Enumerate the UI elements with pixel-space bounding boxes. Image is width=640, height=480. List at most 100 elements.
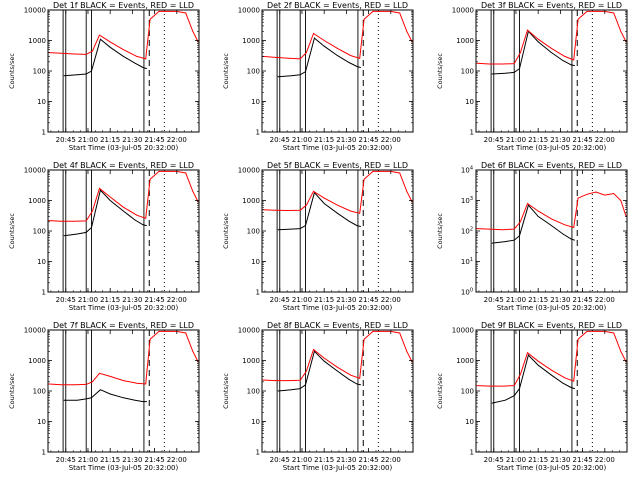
- data-point: [520, 221, 521, 223]
- x-axis-label: Start Time (03-Jul-05 20:32:00): [283, 304, 393, 312]
- data-point: [305, 225, 306, 227]
- data-point: [277, 390, 279, 392]
- data-point: [620, 350, 622, 352]
- y-tick-label: 1: [256, 289, 260, 297]
- x-tick-label: 21:45: [572, 456, 592, 464]
- data-point: [564, 377, 566, 379]
- chart-title: Det 4f BLACK = Events, RED = LLD: [53, 161, 194, 170]
- data-point: [123, 210, 124, 212]
- data-point: [109, 46, 111, 48]
- chart-title: Det 2f BLACK = Events, RED = LLD: [267, 1, 408, 10]
- x-tick-label: 21:30: [336, 136, 356, 144]
- data-point: [262, 379, 264, 381]
- data-point: [145, 383, 147, 385]
- data-point: [519, 68, 520, 69]
- series-line-events: [491, 30, 575, 75]
- y-tick-label: 10: [465, 418, 474, 426]
- data-point: [313, 349, 314, 350]
- data-point: [551, 374, 552, 376]
- data-point: [570, 387, 572, 388]
- chart-title: Det 8f BLACK = Events, RED = LLD: [267, 321, 408, 330]
- x-axis-label: Start Time (03-Jul-05 20:32:00): [497, 304, 607, 312]
- data-point: [313, 33, 314, 34]
- x-axis-label: Start Time (03-Jul-05 20:32:00): [69, 304, 179, 312]
- y-tick-label: 1000: [456, 357, 474, 365]
- data-point: [513, 395, 515, 397]
- data-point: [502, 229, 504, 231]
- data-point: [158, 10, 160, 12]
- chart-panel-9: Det 9f BLACK = Events, RED = LLD 1 10 100 10…: [436, 321, 628, 472]
- series-line-lld: [476, 10, 627, 65]
- data-point: [519, 388, 520, 389]
- data-point: [100, 38, 101, 40]
- data-point: [85, 231, 87, 233]
- data-point: [356, 383, 358, 385]
- x-axis-label: Start Time (03-Jul-05 20:32:00): [283, 144, 393, 152]
- data-point: [142, 224, 144, 226]
- x-tick-label: 22:00: [595, 456, 615, 464]
- data-point: [85, 220, 87, 222]
- data-point: [574, 239, 575, 241]
- x-tick-label: 21:15: [100, 296, 120, 304]
- y-axis-label: Counts/sec: [222, 373, 230, 409]
- x-tick-label: 22:00: [595, 296, 615, 304]
- data-point: [537, 41, 539, 43]
- data-point: [577, 338, 579, 340]
- y-axis-label: Counts/sec: [436, 53, 444, 89]
- data-point: [192, 30, 194, 32]
- data-point: [528, 204, 529, 206]
- x-tick-label: 21:45: [144, 456, 164, 464]
- data-point: [323, 45, 325, 47]
- data-point: [85, 73, 87, 75]
- data-point: [491, 402, 493, 404]
- data-point: [577, 18, 579, 20]
- data-point: [306, 52, 307, 54]
- data-point: [551, 52, 552, 54]
- data-point: [570, 64, 572, 66]
- data-point: [274, 56, 276, 58]
- data-point: [513, 239, 515, 241]
- data-point: [504, 241, 506, 242]
- y-tick-label: 1: [42, 289, 46, 297]
- data-point: [299, 379, 301, 381]
- x-axis-label: Start Time (03-Jul-05 20:32:00): [69, 464, 179, 472]
- x-tick-label: 22:00: [167, 456, 187, 464]
- data-point: [337, 48, 338, 49]
- data-point: [134, 399, 136, 401]
- data-point: [359, 377, 361, 379]
- data-point: [74, 53, 76, 55]
- data-point: [192, 190, 194, 192]
- y-tick-label: 1: [470, 129, 474, 137]
- data-point: [528, 354, 529, 356]
- data-point: [136, 56, 138, 57]
- y-tick-label: 10: [465, 98, 474, 106]
- data-point: [63, 75, 65, 77]
- data-point: [288, 210, 290, 211]
- data-point: [91, 70, 92, 72]
- data-point: [604, 194, 606, 196]
- x-tick-label: 21:15: [100, 456, 120, 464]
- x-tick-label: 21:00: [78, 456, 98, 464]
- plot-frame: [261, 169, 414, 293]
- data-point: [348, 220, 350, 222]
- data-point: [85, 383, 87, 385]
- data-point: [123, 49, 124, 51]
- data-point: [527, 352, 528, 354]
- y-tick-label: 101: [461, 257, 473, 266]
- x-tick-label: 21:00: [292, 296, 312, 304]
- x-tick-label: 21:30: [122, 456, 142, 464]
- y-tick-label: 10: [251, 98, 260, 106]
- x-tick-label: 21:15: [314, 296, 334, 304]
- x-tick-label: 21:00: [506, 136, 526, 144]
- data-point: [299, 228, 301, 229]
- data-point: [145, 217, 147, 219]
- chart-title: Det 6f BLACK = Events, RED = LLD: [481, 161, 622, 170]
- data-point: [577, 197, 579, 199]
- plot-frame: [475, 329, 628, 453]
- data-point: [288, 57, 290, 59]
- series-line-events: [277, 350, 361, 392]
- data-point: [60, 52, 62, 54]
- series-line-lld: [48, 170, 199, 222]
- y-tick-label: 100: [247, 68, 260, 76]
